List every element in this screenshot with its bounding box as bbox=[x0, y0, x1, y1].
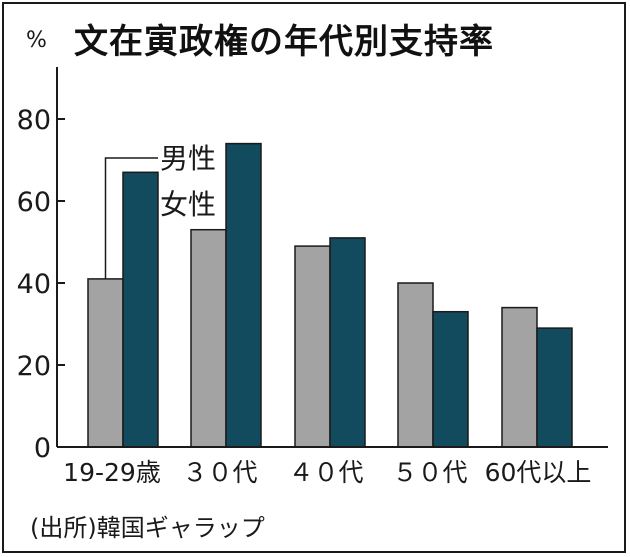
y-tick-label: 40 bbox=[17, 269, 51, 300]
bar-female bbox=[122, 171, 159, 448]
bar-male bbox=[397, 282, 434, 448]
x-category-label: 60代以上 bbox=[485, 458, 592, 487]
y-unit-label: % bbox=[26, 28, 47, 53]
bar-female bbox=[225, 142, 262, 448]
x-category-label: ５０代 bbox=[392, 458, 467, 487]
x-category-label: 19-29歳 bbox=[63, 458, 161, 487]
bar-female bbox=[536, 327, 573, 448]
bar-male bbox=[190, 228, 227, 448]
bar-female bbox=[432, 310, 469, 448]
source-note: (出所)韓国ギャラップ bbox=[30, 514, 265, 542]
y-tick-label: 80 bbox=[17, 105, 51, 136]
y-tick-label: 20 bbox=[17, 351, 51, 382]
legend-label-male: 男性 bbox=[160, 142, 216, 175]
bar-male bbox=[294, 245, 331, 448]
legend-leader-male bbox=[104, 157, 158, 279]
legend-label-female: 女性 bbox=[160, 188, 216, 221]
x-category-label: ３０代 bbox=[182, 458, 257, 487]
bar-female bbox=[329, 237, 366, 448]
y-tick-label: 60 bbox=[17, 187, 51, 218]
bar-male bbox=[87, 278, 124, 448]
y-tick-label: 0 bbox=[34, 433, 51, 464]
bar-male bbox=[501, 306, 538, 448]
chart-title: 文在寅政権の年代別支持率 bbox=[74, 22, 494, 62]
x-category-label: ４０代 bbox=[288, 458, 363, 487]
